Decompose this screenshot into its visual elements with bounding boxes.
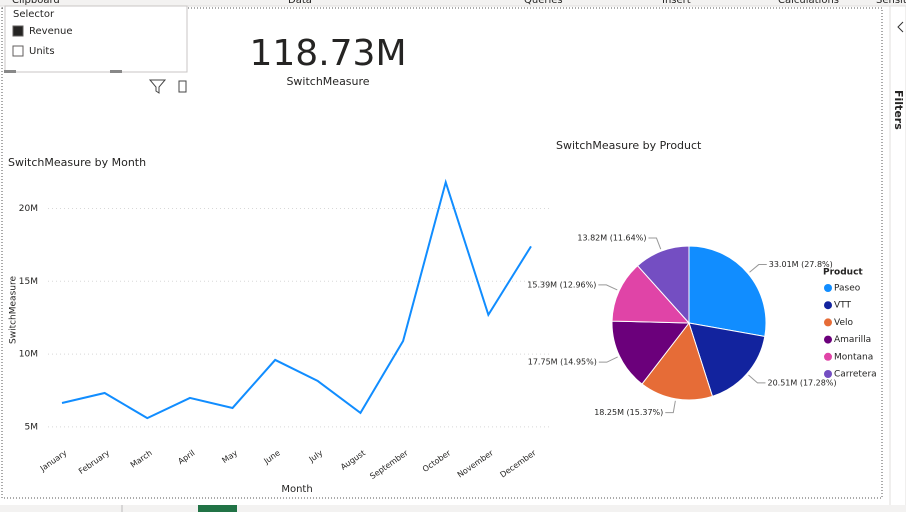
x-tick-label: August: [339, 448, 367, 471]
ribbon-group-label: Data: [288, 0, 312, 6]
y-tick-label: 5M: [25, 422, 39, 432]
x-tick-label: July: [307, 448, 325, 464]
canvas-border: [1, 7, 883, 499]
x-tick-label: April: [176, 448, 196, 466]
pie-slice[interactable]: [641, 321, 714, 401]
ribbon-group-label: Sensitivity: [876, 0, 906, 6]
ribbon-group-label: Insert: [662, 0, 691, 6]
resize-handle[interactable]: [110, 70, 122, 73]
y-tick-label: 20M: [19, 204, 38, 214]
legend-marker[interactable]: [824, 284, 832, 292]
ribbon-group-label: Clipboard: [12, 0, 60, 6]
line-chart-title: SwitchMeasure by Month: [8, 156, 146, 169]
pie-slice[interactable]: [688, 322, 766, 397]
legend-label[interactable]: Montana: [834, 352, 873, 362]
legend-marker[interactable]: [824, 318, 832, 327]
legend-label[interactable]: Amarilla: [834, 335, 871, 345]
filters-label[interactable]: Filters: [892, 90, 905, 130]
data-label: 18.25M (15.37%): [594, 408, 663, 417]
leader-line: [648, 237, 662, 250]
x-tick-label: June: [262, 448, 282, 466]
checkbox[interactable]: [12, 45, 24, 57]
legend-title: Product: [823, 268, 863, 278]
filter-icon[interactable]: [148, 79, 167, 94]
pie-slice[interactable]: [636, 245, 690, 325]
x-tick-label: October: [421, 448, 453, 474]
data-label: 15.39M (12.96%): [527, 280, 596, 289]
pie-slice[interactable]: [611, 264, 691, 324]
x-tick-label: January: [38, 448, 69, 473]
x-tick-label: September: [368, 448, 410, 481]
leader-line: [748, 374, 766, 384]
x-tick-label: November: [456, 448, 496, 480]
data-label: 33.01M (27.8%): [769, 260, 833, 269]
tab-bar: [0, 505, 906, 512]
filters-pane[interactable]: [889, 5, 906, 507]
leader-line: [749, 264, 767, 273]
data-label: 17.75M (14.95%): [528, 358, 597, 367]
ribbon: [0, 0, 906, 6]
focus-icon[interactable]: [178, 80, 187, 93]
card-label: SwitchMeasure: [286, 75, 369, 88]
pie-slice[interactable]: [611, 320, 690, 385]
slicer-option[interactable]: Revenue: [29, 26, 73, 37]
ribbon-group-label: Calculations: [778, 0, 839, 6]
leader-line: [598, 284, 618, 291]
legend-marker[interactable]: [824, 370, 832, 378]
legend-marker[interactable]: [824, 335, 832, 344]
card-value: 118.73M: [249, 33, 406, 74]
legend-label[interactable]: Velo: [834, 318, 853, 328]
data-label: 13.82M (11.64%): [577, 234, 646, 243]
y-axis-label: SwitchMeasure: [9, 276, 19, 344]
legend-label[interactable]: Carretera: [834, 370, 877, 380]
y-tick-label: 15M: [19, 277, 38, 287]
legend-label[interactable]: Paseo: [834, 284, 861, 294]
legend-label[interactable]: VTT: [834, 301, 851, 311]
legend-marker[interactable]: [824, 352, 832, 361]
x-tick-label: March: [129, 448, 154, 469]
pie-chart-title: SwitchMeasure by Product: [556, 139, 702, 152]
resize-handle[interactable]: [4, 70, 16, 73]
legend-marker[interactable]: [824, 301, 832, 310]
x-tick-label: February: [77, 448, 111, 476]
active-tab[interactable]: [198, 505, 237, 512]
leader-line: [598, 356, 618, 363]
y-tick-label: 10M: [19, 350, 38, 360]
slicer-option[interactable]: Units: [29, 46, 55, 57]
x-tick-label: December: [498, 448, 538, 480]
leader-line: [665, 400, 676, 414]
checkbox[interactable]: [12, 25, 24, 37]
collapse-icon[interactable]: [897, 21, 904, 33]
pie-slice[interactable]: [688, 245, 767, 338]
ribbon-group-label: Queries: [524, 0, 563, 6]
slicer: [4, 5, 188, 73]
slicer-title: Selector: [13, 9, 55, 20]
x-tick-label: May: [220, 448, 239, 465]
line-series: [61, 178, 532, 420]
x-axis-label: Month: [281, 484, 312, 495]
data-label: 20.51M (17.28%): [767, 378, 836, 387]
